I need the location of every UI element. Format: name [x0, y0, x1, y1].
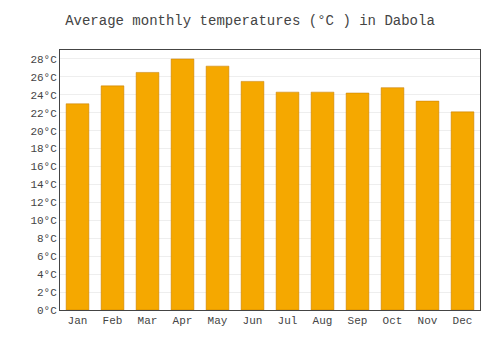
svg-text:20°C: 20°C [30, 126, 57, 138]
svg-text:Aug: Aug [313, 315, 333, 327]
svg-text:28°C: 28°C [30, 54, 57, 66]
svg-text:16°C: 16°C [30, 161, 57, 173]
svg-text:Nov: Nov [418, 315, 438, 327]
svg-text:14°C: 14°C [30, 179, 57, 191]
svg-text:Average monthly temperatures (: Average monthly temperatures (°C ) in Da… [65, 13, 435, 29]
svg-text:Apr: Apr [173, 315, 193, 327]
svg-text:0°C: 0°C [37, 305, 57, 317]
svg-text:Jul: Jul [278, 315, 298, 327]
svg-text:4°C: 4°C [37, 269, 57, 281]
svg-text:24°C: 24°C [30, 90, 57, 102]
svg-text:Jan: Jan [68, 315, 88, 327]
svg-text:May: May [208, 315, 228, 327]
svg-text:Oct: Oct [383, 315, 403, 327]
svg-text:Sep: Sep [348, 315, 368, 327]
svg-text:Mar: Mar [138, 315, 158, 327]
svg-text:Jun: Jun [243, 315, 263, 327]
svg-text:10°C: 10°C [30, 215, 57, 227]
svg-text:18°C: 18°C [30, 143, 57, 155]
svg-text:12°C: 12°C [30, 197, 57, 209]
svg-text:Feb: Feb [103, 315, 123, 327]
svg-text:8°C: 8°C [37, 233, 57, 245]
svg-text:2°C: 2°C [37, 287, 57, 299]
svg-text:22°C: 22°C [30, 108, 57, 120]
svg-text:6°C: 6°C [37, 251, 57, 263]
svg-text:Dec: Dec [453, 315, 473, 327]
svg-text:26°C: 26°C [30, 72, 57, 84]
